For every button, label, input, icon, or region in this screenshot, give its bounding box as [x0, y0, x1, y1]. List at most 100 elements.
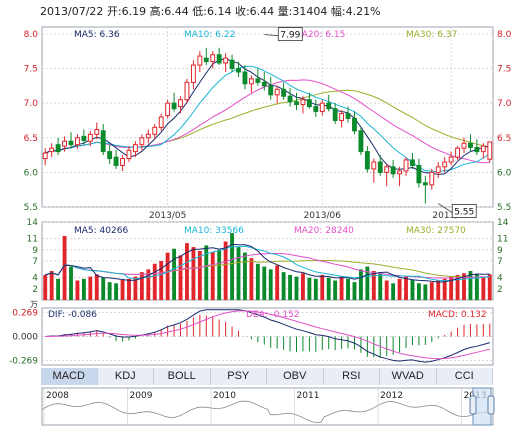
candle-body [281, 88, 287, 97]
price-ytick-right: 7.5 [497, 65, 511, 75]
macd-legend-0: DIF: -0.086 [48, 310, 97, 320]
volume-bar [301, 273, 305, 300]
candle-body [410, 159, 415, 166]
volume-bar [384, 280, 389, 300]
candle-body [403, 159, 409, 172]
candle-body [294, 101, 299, 106]
candle-body [165, 102, 171, 117]
candle-body [435, 166, 441, 173]
volume-ytick-left: 14 [27, 218, 39, 228]
volume-bar [210, 252, 215, 300]
candle-body [113, 156, 119, 166]
candle-body [339, 113, 345, 121]
volume-bar [114, 283, 119, 300]
volume-bar [191, 247, 196, 300]
price-ytick-right: 8.0 [497, 30, 512, 40]
volume-ytick-left: 7 [32, 257, 38, 267]
price-legend-2: MA20: 6.15 [294, 30, 345, 40]
volume-bar [43, 274, 48, 300]
annotation-label: 7.99 [280, 31, 300, 41]
candle-body [480, 145, 486, 153]
tab-boll[interactable]: BOLL [154, 368, 211, 385]
volume-bar [146, 269, 151, 300]
candle-body [416, 164, 422, 184]
volume-bar [133, 276, 138, 300]
volume-bar [62, 235, 67, 300]
volume-bar [410, 279, 415, 300]
volume-bar [230, 233, 234, 300]
price-xtick-label: 2013/07 [432, 211, 469, 221]
volume-bar [81, 278, 86, 300]
volume-ytick-left: 4 [32, 274, 38, 284]
candle-body [158, 116, 164, 128]
macd-ytick-left: -0.269 [9, 356, 38, 366]
volume-bar [88, 276, 93, 300]
candle-body [448, 156, 454, 163]
volume-ytick-right: 7 [497, 257, 503, 267]
macd-ytick-left: 0.000 [12, 333, 38, 343]
tab-cci[interactable]: CCI [436, 368, 493, 385]
price-ma20-line [45, 79, 490, 164]
candle-body [126, 149, 132, 160]
annotation-box [451, 204, 477, 218]
volume-bar [204, 245, 209, 300]
volume-bar [243, 252, 247, 300]
candle-body [364, 151, 370, 170]
macd-dif-line [45, 309, 490, 363]
volume-legend-1: MA10: 33566 [184, 226, 244, 236]
candle-body [455, 147, 460, 158]
volume-bar [313, 278, 318, 300]
tab-obv[interactable]: OBV [267, 368, 324, 385]
volume-bar [288, 274, 292, 300]
price-legend-0: MA5: 6.36 [74, 30, 120, 40]
volume-bar [307, 277, 312, 300]
volume-bar [346, 278, 350, 300]
tab-wvad[interactable]: WVAD [380, 368, 437, 385]
volume-bar [75, 280, 80, 300]
candle-body [422, 182, 428, 186]
navigator-handle[interactable] [469, 395, 477, 415]
candle-body [145, 133, 151, 139]
volume-bar [449, 276, 454, 300]
candle-body [255, 78, 261, 83]
volume-legend-0: MA5: 40266 [74, 226, 128, 236]
navigator-handle[interactable] [487, 395, 495, 415]
volume-bar [462, 273, 466, 300]
volume-bar [365, 266, 370, 300]
indicator-tab-bar: MACD KDJ BOLL PSY OBV RSI WVAD CCI [41, 368, 493, 385]
candle-body [120, 158, 125, 166]
candle-body [326, 102, 332, 110]
volume-bar [172, 248, 177, 300]
volume-ytick-right: 4 [497, 274, 503, 284]
volume-bar [487, 274, 492, 300]
volume-bar [391, 283, 396, 300]
candle-body [229, 59, 235, 70]
volume-ytick-right: 9 [497, 246, 503, 256]
candle-body [274, 88, 280, 96]
price-ytick-right: 7.0 [497, 99, 512, 109]
volume-bar [333, 280, 338, 300]
tab-rsi[interactable]: RSI [323, 368, 380, 385]
candle-body [390, 166, 396, 175]
candle-body [306, 99, 312, 108]
volume-bar [423, 284, 428, 300]
candle-body [287, 95, 293, 103]
candle-body [377, 161, 383, 173]
candle-body [242, 71, 248, 85]
candle-body [332, 108, 338, 121]
tab-psy[interactable]: PSY [210, 368, 267, 385]
navigator-year-label: 2011 [297, 391, 320, 401]
tab-macd[interactable]: MACD [41, 368, 98, 385]
candle-body [216, 54, 222, 64]
annotation-leader [264, 34, 279, 37]
volume-bar [223, 241, 228, 300]
price-ytick-left: 7.5 [24, 65, 38, 75]
tab-kdj[interactable]: KDJ [97, 368, 154, 385]
volume-bar [152, 263, 157, 300]
volume-bar [281, 272, 286, 300]
candle-body [384, 166, 390, 173]
candle-body [190, 64, 196, 83]
volume-ytick-left: 9 [32, 246, 38, 256]
